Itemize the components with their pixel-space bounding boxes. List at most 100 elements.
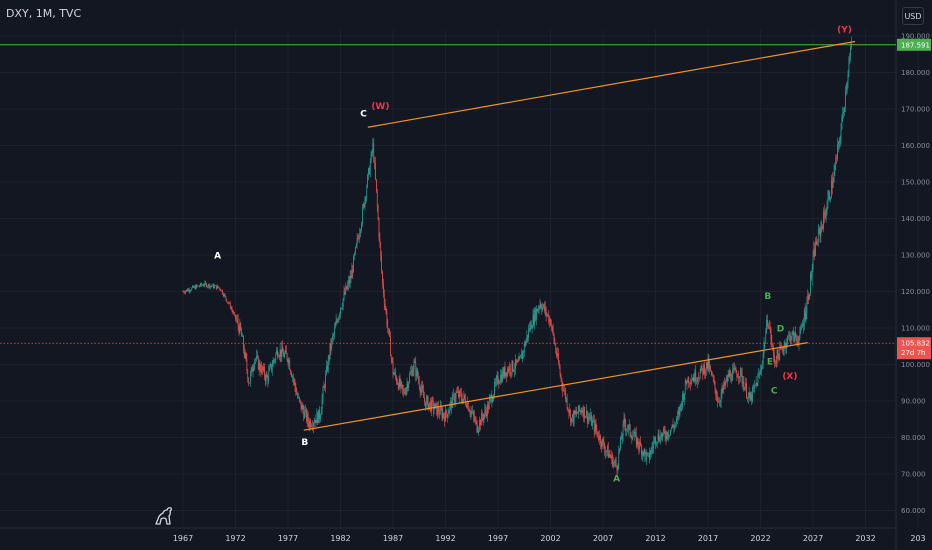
candle-body <box>642 451 644 456</box>
candle-body <box>334 328 335 335</box>
candle-body <box>572 414 574 423</box>
candle-body <box>847 74 849 82</box>
wave-label[interactable]: C <box>771 387 778 397</box>
candle-body <box>617 465 619 470</box>
candle-body <box>260 369 262 373</box>
wave-label[interactable]: (X) <box>782 372 797 382</box>
candle-body <box>690 383 691 384</box>
candle-body <box>434 403 436 409</box>
wave-label[interactable]: (Y) <box>837 25 852 35</box>
candle-body <box>222 294 224 297</box>
trendline[interactable] <box>303 342 808 431</box>
wave-label[interactable]: B <box>764 292 771 302</box>
candle-body <box>521 354 522 360</box>
candle-body <box>393 373 395 375</box>
time-axis[interactable]: 1967 1972 1977 1982 1987 1992 1997 2002 2007 2012… <box>173 534 926 543</box>
candle-body <box>328 356 330 359</box>
candle-body <box>271 366 273 371</box>
candle-body <box>799 330 801 339</box>
candle-body <box>789 334 791 342</box>
candle-body <box>506 372 508 377</box>
price-axis[interactable]: 190.000 180.000 170.000 160.000 150.000 140.0… <box>897 33 931 516</box>
candle-body <box>840 129 842 141</box>
candle-body <box>277 350 278 357</box>
candle-body <box>321 398 323 411</box>
candle-body <box>376 179 377 191</box>
candle-body <box>383 294 385 305</box>
candle-body <box>636 438 638 446</box>
candle-body <box>589 418 591 420</box>
time-tick-label: 2017 <box>698 534 718 543</box>
candle-body <box>499 382 501 384</box>
candle-body <box>380 242 382 257</box>
candle-body <box>733 367 735 370</box>
candle-body <box>530 323 531 330</box>
candle-body <box>720 393 722 402</box>
candle-body <box>462 398 464 403</box>
candle-body <box>452 394 453 409</box>
candle-body <box>535 309 536 320</box>
candle-body <box>531 327 533 329</box>
tradingview-logo-icon[interactable] <box>152 504 176 528</box>
candle-body <box>765 332 767 344</box>
candle-body <box>491 395 493 403</box>
candle-body <box>616 466 618 470</box>
candle-body <box>618 451 620 466</box>
candle-body <box>225 296 227 300</box>
wave-label[interactable]: (W) <box>371 102 389 112</box>
symbol-title[interactable]: DXY, 1M, TVC <box>6 7 82 20</box>
candle-body <box>208 284 210 288</box>
trendline[interactable] <box>367 40 856 128</box>
candle-body <box>273 360 275 361</box>
candle-body <box>724 382 725 386</box>
candle-body <box>798 338 800 345</box>
candle-body <box>546 314 548 316</box>
candle-body <box>345 286 347 294</box>
candle-body <box>845 90 847 92</box>
wave-label[interactable]: C <box>360 109 367 119</box>
candle-body <box>495 382 496 384</box>
candle-body <box>381 256 382 272</box>
candle-body <box>515 359 516 369</box>
candle-body <box>276 350 277 354</box>
candle-body <box>404 391 405 394</box>
candle-body <box>190 290 192 291</box>
candle-body <box>297 394 298 398</box>
candle-body <box>237 319 239 326</box>
candle-body <box>709 366 711 370</box>
candle-body <box>244 352 246 357</box>
candle-body <box>803 323 804 326</box>
candle-body <box>650 448 652 455</box>
candle-body <box>516 360 518 363</box>
wave-label[interactable]: D <box>777 325 784 335</box>
price-tick-label: 150.000 <box>901 179 930 187</box>
candle-body <box>418 380 420 388</box>
candle-body <box>676 418 677 424</box>
wave-label[interactable]: A <box>613 474 620 484</box>
candle-body <box>342 298 344 307</box>
candle-body <box>437 406 438 415</box>
candle-body <box>397 382 398 385</box>
wave-label[interactable]: A <box>214 252 221 262</box>
candle-body <box>294 380 296 387</box>
candle-body <box>460 393 462 400</box>
candle-body <box>726 377 727 382</box>
currency-button[interactable]: USD <box>902 7 924 25</box>
candle-body <box>653 441 655 448</box>
candle-body <box>454 398 456 403</box>
candle-body <box>442 413 444 418</box>
wave-label[interactable]: B <box>301 438 308 448</box>
candle-body <box>817 243 818 245</box>
candle-body <box>481 413 483 418</box>
candle-body <box>325 373 326 388</box>
candle-body <box>218 287 220 289</box>
candle-body <box>613 461 614 467</box>
candle-body <box>383 283 384 295</box>
candle-body <box>268 370 270 382</box>
candle-body <box>609 454 611 457</box>
candle-body <box>818 229 820 230</box>
candle-body <box>662 432 663 438</box>
wave-label[interactable]: E <box>767 358 773 368</box>
